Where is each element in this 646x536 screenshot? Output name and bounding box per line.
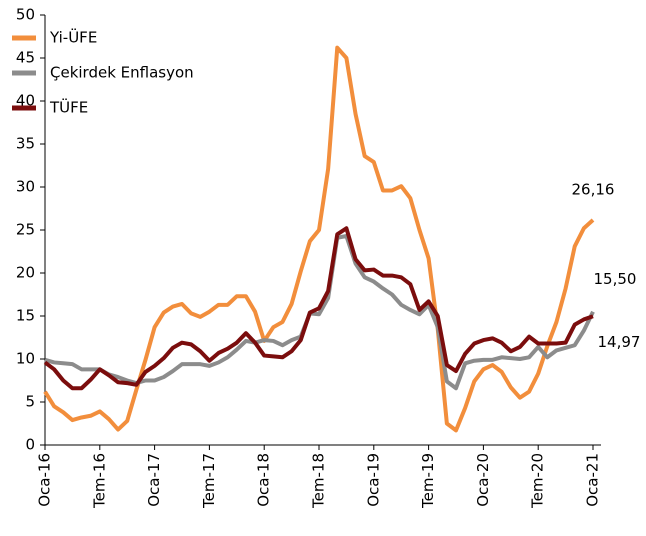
x-tick-label: Tem-20 <box>529 453 547 509</box>
series-line <box>43 226 594 391</box>
x-tick-label: Oca-21 <box>584 453 602 507</box>
x-tick-label: Oca-19 <box>364 453 382 507</box>
data-label: 15,50 <box>594 270 637 288</box>
y-tick-label: 0 <box>25 436 35 454</box>
x-tick-label: Oca-17 <box>145 453 163 507</box>
x-tick-label: Tem-19 <box>419 453 437 509</box>
y-tick-label: 30 <box>16 178 35 196</box>
x-tick-label: Tem-18 <box>310 453 328 509</box>
y-tick-label: 20 <box>16 264 35 282</box>
y-tick-label: 5 <box>25 393 35 411</box>
x-tick-label: Tem-17 <box>200 453 218 509</box>
x-tick-label: Oca-18 <box>255 453 273 507</box>
data-label: 26,16 <box>572 181 615 199</box>
series-line <box>44 234 595 391</box>
legend-label: TÜFE <box>49 98 88 117</box>
x-tick-label: Oca-20 <box>474 453 492 507</box>
x-tick-label: Tem-16 <box>90 453 108 509</box>
y-tick-label: 35 <box>16 135 35 153</box>
y-tick-label: 10 <box>16 350 35 368</box>
y-tick-label: 50 <box>16 6 35 24</box>
y-tick-label: 45 <box>16 49 35 67</box>
legend-label: Yi-ÜFE <box>49 28 97 47</box>
y-tick-label: 40 <box>16 92 35 110</box>
legend-label: Çekirdek Enflasyon <box>50 64 194 82</box>
data-label: 14,97 <box>598 333 641 351</box>
y-tick-label: 15 <box>16 307 35 325</box>
y-tick-label: 25 <box>16 221 35 239</box>
x-tick-label: Oca-16 <box>36 453 54 507</box>
series-line <box>43 45 595 433</box>
